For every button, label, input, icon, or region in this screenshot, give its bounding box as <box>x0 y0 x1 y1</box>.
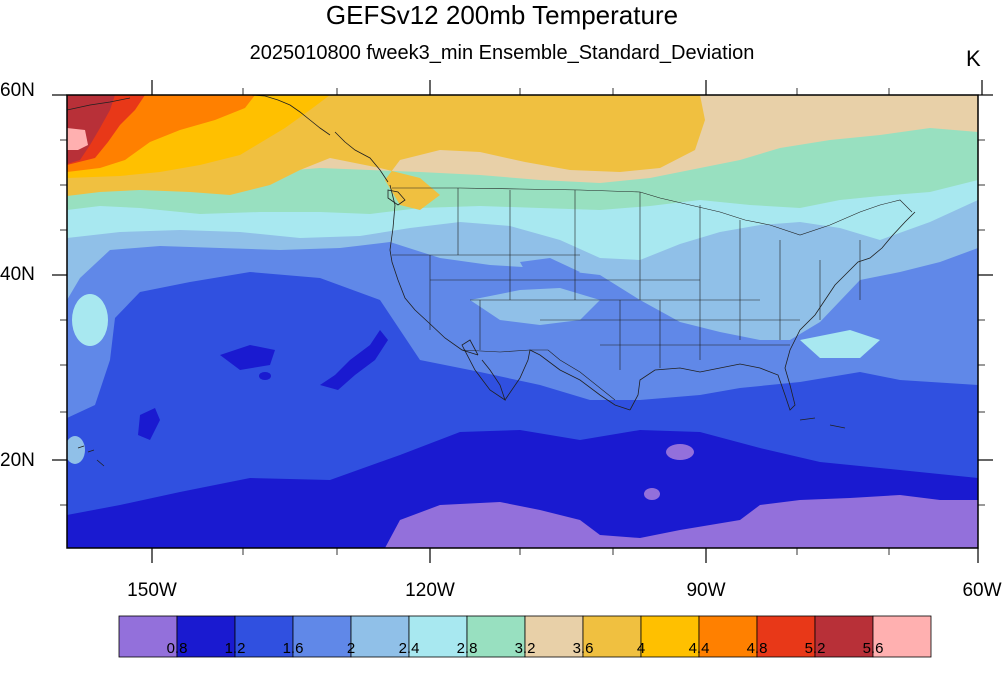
colorbar-box <box>698 615 758 658</box>
political-borders <box>392 187 913 401</box>
colorbar-label: 4 <box>636 640 646 657</box>
colorbar-box <box>408 615 468 658</box>
colorbar-label: 4.8 <box>746 640 768 657</box>
map-subtitle: 2025010800 fweek3_min Ensemble_Standard_… <box>249 42 755 64</box>
coastlines <box>67 95 916 467</box>
colorbar-box <box>814 615 874 658</box>
colorbar-label: 1.2 <box>224 640 246 657</box>
colorbar <box>118 615 932 658</box>
colorbar-box <box>292 615 352 658</box>
map-frame <box>66 94 979 549</box>
colorbar-label: 5.6 <box>862 640 884 657</box>
colorbar-label: 2.4 <box>398 640 420 657</box>
colorbar-label: 2 <box>346 640 356 657</box>
lon-label-120w: 120W <box>405 580 455 601</box>
colorbar-box <box>524 615 584 658</box>
colorbar-box <box>466 615 526 658</box>
lat-label-20n: 20N <box>0 450 35 471</box>
colorbar-label: 5.2 <box>804 640 826 657</box>
map-title: GEFSv12 200mb Temperature <box>325 0 679 30</box>
colorbar-label: 2.8 <box>456 640 478 657</box>
units-label: K <box>966 46 981 71</box>
colorbar-label: 3.6 <box>572 640 594 657</box>
lon-label-90w: 90W <box>686 580 726 601</box>
map-minor-ticks <box>60 88 985 555</box>
colorbar-label: 0.8 <box>166 640 188 657</box>
colorbar-box <box>640 615 700 658</box>
colorbar-box <box>350 615 410 658</box>
lon-label-60w: 60W <box>962 580 1002 601</box>
colorbar-box <box>872 615 932 658</box>
map-ticks <box>52 80 993 563</box>
colorbar-box <box>118 615 178 658</box>
colorbar-label: 4.4 <box>688 640 710 657</box>
colorbar-label: 1.6 <box>282 640 304 657</box>
colorbar-box <box>582 615 642 658</box>
colorbar-label: 3.2 <box>514 640 536 657</box>
colorbar-box <box>756 615 816 658</box>
lon-label-150w: 150W <box>127 580 177 601</box>
colorbar-box <box>176 615 236 658</box>
lat-label-60n: 60N <box>0 80 35 101</box>
temperature-std-field <box>67 95 978 548</box>
lat-label-40n: 40N <box>0 264 35 285</box>
